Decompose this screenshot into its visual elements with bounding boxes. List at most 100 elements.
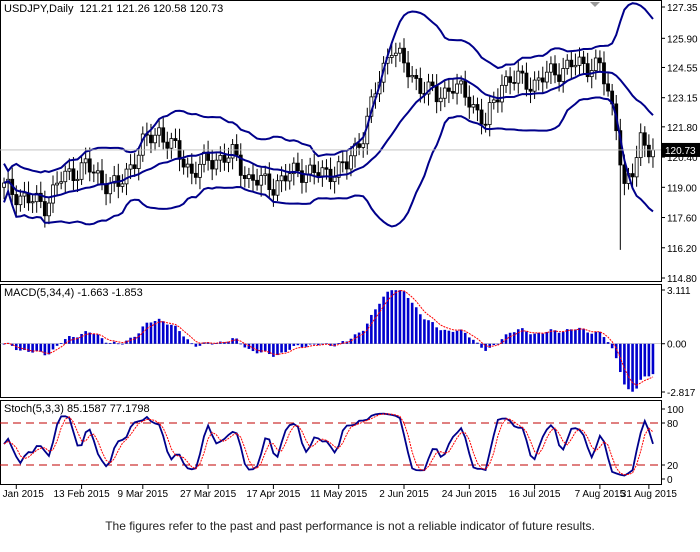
candle-body xyxy=(157,127,162,136)
candle-body xyxy=(442,87,447,99)
macd-bar xyxy=(439,330,443,344)
macd-bar xyxy=(570,329,573,344)
x-label: 7 Aug 2015 xyxy=(575,489,626,500)
macd-bar xyxy=(496,343,500,345)
candle-body xyxy=(169,138,174,149)
macd-bar xyxy=(472,339,475,344)
price-title: USDJPY,Daily 121.21 121.26 120.58 120.73 xyxy=(4,3,223,15)
macd-bar xyxy=(488,343,492,348)
candle-body xyxy=(238,154,243,176)
candle-body xyxy=(418,78,423,94)
candle-body xyxy=(406,62,410,78)
candle-body xyxy=(495,99,500,103)
macd-bar xyxy=(537,332,540,344)
price-y-label: 127.35 xyxy=(667,3,698,14)
candle-body xyxy=(136,154,141,169)
macd-bar xyxy=(104,342,108,344)
candle-body xyxy=(2,182,6,188)
candle-body xyxy=(193,172,198,178)
macd-bar xyxy=(292,343,296,346)
macd-bar xyxy=(153,321,157,344)
price-plot xyxy=(0,2,661,250)
candle-body xyxy=(553,63,557,76)
macd-bar xyxy=(414,307,418,344)
macd-bar xyxy=(390,290,394,344)
candle-body xyxy=(283,175,288,182)
candle-body xyxy=(446,87,451,92)
macd-bar xyxy=(435,327,438,344)
chart-shift-marker[interactable] xyxy=(590,2,600,7)
candle-body xyxy=(226,157,231,163)
macd-bar xyxy=(251,343,255,352)
candle-body xyxy=(38,192,43,202)
candle-body xyxy=(149,134,153,144)
candle-body xyxy=(487,102,492,125)
candle-body xyxy=(185,163,190,168)
candle-body xyxy=(255,179,259,186)
macd-bar xyxy=(512,332,516,344)
macd-bar xyxy=(521,328,524,344)
macd-bar xyxy=(214,343,218,344)
candle-body xyxy=(508,76,513,83)
macd-bar xyxy=(386,291,389,344)
x-label: 31 Aug 2015 xyxy=(621,489,678,500)
candle-body xyxy=(475,104,480,111)
candle-body xyxy=(222,154,227,163)
macd-bar xyxy=(165,324,169,344)
macd-bar xyxy=(296,343,300,346)
macd-y-label: 0.00 xyxy=(667,340,687,351)
price-y-label: 120.40 xyxy=(667,153,698,164)
candle-body xyxy=(581,56,586,65)
candle-body xyxy=(393,52,398,56)
macd-bar xyxy=(63,339,67,344)
macd-bar xyxy=(112,341,116,344)
macd-bar xyxy=(394,290,398,344)
macd-bar xyxy=(480,343,483,348)
candle-body xyxy=(63,170,68,183)
macd-bar xyxy=(125,340,128,344)
macd-bar xyxy=(602,337,606,344)
candle-body xyxy=(606,83,610,92)
candle-body xyxy=(410,75,415,78)
macd-bar xyxy=(651,343,655,375)
candle-body xyxy=(336,161,341,178)
macd-bar xyxy=(96,334,100,344)
macd-bar xyxy=(186,339,189,344)
candle-body xyxy=(593,57,598,71)
price-y-label: 124.55 xyxy=(667,63,698,74)
price-y-label: 125.90 xyxy=(667,34,698,45)
candle-body xyxy=(51,184,55,204)
candle-body xyxy=(634,157,639,178)
macd-bar xyxy=(263,343,267,352)
macd-bar xyxy=(431,322,434,344)
candle-body xyxy=(651,149,655,158)
candle-body xyxy=(271,189,276,196)
bollinger-lower xyxy=(3,96,654,228)
macd-bar xyxy=(182,336,185,344)
macd-bar xyxy=(304,343,308,347)
macd-bar xyxy=(574,329,577,344)
macd-bar xyxy=(149,322,153,344)
stoch-y-label: 80 xyxy=(667,419,679,430)
macd-bar xyxy=(565,329,569,344)
macd-bar xyxy=(492,343,496,346)
candle-body xyxy=(324,167,329,170)
candle-body xyxy=(251,174,255,181)
macd-bar xyxy=(161,321,165,344)
candle-body xyxy=(247,174,251,179)
macd-bar xyxy=(598,331,602,344)
candle-body xyxy=(344,161,349,170)
candle-body xyxy=(75,178,80,181)
macd-bar xyxy=(370,314,373,344)
candle-body xyxy=(59,181,64,184)
candle-body xyxy=(263,173,268,176)
macd-bar xyxy=(312,343,316,345)
macd-bar xyxy=(137,333,141,344)
candle-body xyxy=(218,154,223,161)
macd-bar xyxy=(276,343,279,356)
candle-body xyxy=(267,173,272,190)
candle-body xyxy=(47,202,51,217)
macd-bar xyxy=(35,343,38,351)
macd-bar xyxy=(243,343,247,348)
candle-body xyxy=(210,160,215,170)
